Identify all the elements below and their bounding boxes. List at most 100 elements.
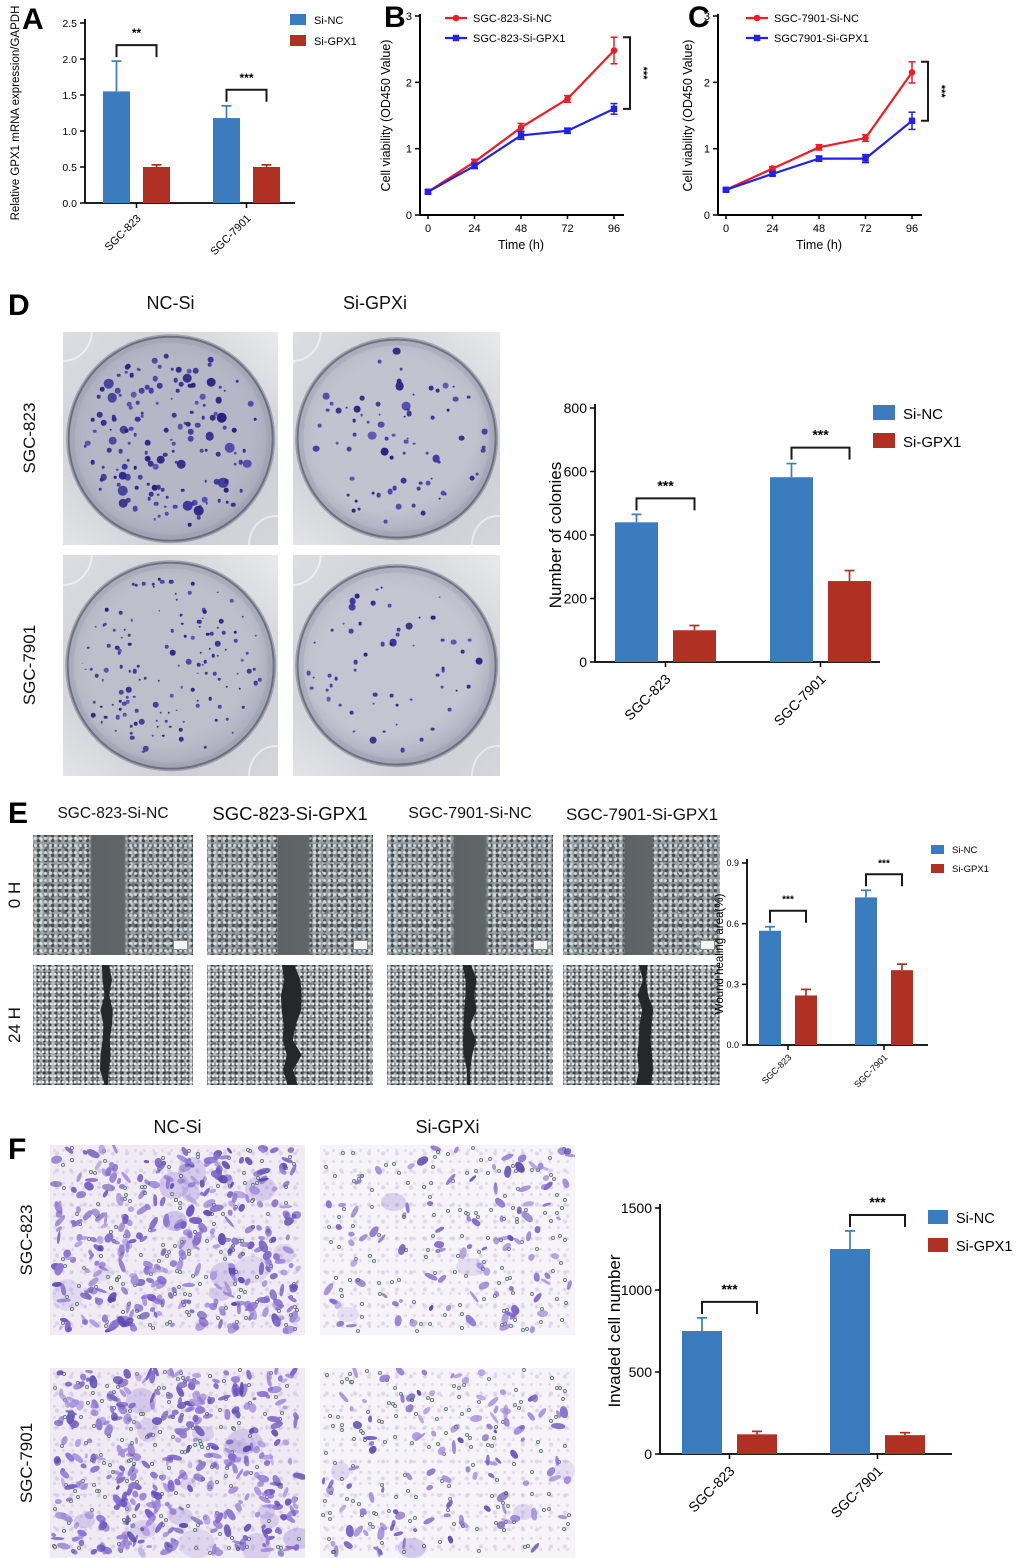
panel-e-bar-chart: 0.0 0.3 0.6 0.9 Wound healing area(%) SGC-823… — [715, 833, 1020, 1120]
svg-text:Time (h): Time (h) — [796, 238, 842, 252]
svg-text:0: 0 — [579, 654, 587, 670]
svg-text:0.9: 0.9 — [726, 858, 739, 868]
panel-f-label: F — [8, 1133, 27, 1166]
svg-text:Relative GPX1 mRNA expression/: Relative GPX1 mRNA expression/GAPDH — [10, 6, 22, 221]
colony-dish-image-sgc823-ncsi — [63, 332, 278, 545]
panel-a-bar-chart: 0.0 0.5 1.0 1.5 2.0 2.5 Relative GPX1 mRNA exp… — [5, 0, 377, 274]
svg-text:2: 2 — [406, 77, 412, 89]
svg-text:SGC-823-Si-NC: SGC-823-Si-NC — [473, 13, 552, 25]
panel-d-label: D — [8, 289, 30, 322]
svg-text:2.0: 2.0 — [62, 54, 77, 66]
svg-text:SGC-823: SGC-823 — [621, 671, 674, 724]
svg-text:48: 48 — [515, 223, 527, 235]
panel-b-label: B — [384, 1, 406, 34]
invasion-image-sgc7901-sigpxi — [320, 1368, 575, 1558]
panel-f-bar-chart: 0 500 1000 1500 Invaded cell number SGC-823 **… — [602, 1190, 1020, 1558]
svg-text:***: *** — [878, 858, 890, 869]
panel-e-row-label-0h: 0 H — [5, 881, 24, 909]
svg-text:0.6: 0.6 — [726, 919, 739, 929]
svg-text:***: *** — [935, 85, 947, 99]
svg-text:1: 1 — [704, 144, 710, 156]
invasion-image-sgc7901-ncsi — [50, 1368, 305, 1558]
wound-image-24h-7901-gpx1 — [563, 965, 720, 1085]
svg-text:***: *** — [239, 71, 253, 85]
svg-text:800: 800 — [564, 400, 588, 416]
panel-f-row-label-sgc823: SGC-823 — [17, 1204, 36, 1276]
panel-e-col-header-3: SGC-7901-Si-NC — [408, 805, 532, 822]
panel-f-col-header-si-gpxi: Si-GPXi — [415, 1117, 480, 1137]
svg-text:600: 600 — [564, 464, 588, 480]
svg-text:Cell viability (OD450 Value): Cell viability (OD450 Value) — [682, 40, 695, 192]
svg-text:24: 24 — [766, 223, 778, 235]
colony-dish-image-sgc7901-ncsi — [63, 555, 278, 776]
svg-text:SGC-823-Si-GPX1: SGC-823-Si-GPX1 — [473, 33, 565, 45]
svg-text:SGC-823: SGC-823 — [760, 1052, 794, 1086]
panel-e-label: E — [8, 797, 29, 830]
panel-e-col-header-1: SGC-823-Si-NC — [57, 805, 169, 822]
svg-text:Wound healing area(%): Wound healing area(%) — [715, 894, 726, 1015]
svg-text:200: 200 — [564, 591, 588, 607]
svg-text:3: 3 — [406, 11, 412, 23]
svg-text:96: 96 — [906, 223, 918, 235]
svg-text:0: 0 — [425, 223, 431, 235]
svg-text:1500: 1500 — [621, 1200, 652, 1216]
svg-text:Si-NC: Si-NC — [952, 845, 977, 856]
panel-e-col-header-2: SGC-823-Si-GPX1 — [212, 803, 368, 824]
panel-c-line-chart: 0 1 2 3 0 24 48 72 96 Time (h) Cell viability (OD4… — [682, 0, 1020, 274]
invasion-image-sgc823-sigpxi — [320, 1145, 575, 1335]
panel-d-col-header-si-gpxi: Si-GPXi — [342, 293, 407, 313]
svg-text:0: 0 — [406, 210, 412, 222]
svg-text:0.0: 0.0 — [726, 1040, 739, 1050]
svg-text:Si-GPX1: Si-GPX1 — [956, 1239, 1012, 1255]
svg-text:1.0: 1.0 — [62, 126, 77, 138]
wound-image-0h-7901-gpx1 — [563, 835, 720, 955]
svg-text:***: *** — [637, 67, 649, 81]
svg-text:72: 72 — [859, 223, 871, 235]
svg-text:SGC-7901: SGC-7901 — [771, 671, 829, 729]
svg-text:***: *** — [721, 1281, 738, 1297]
panel-d-row-label-sgc823: SGC-823 — [20, 402, 39, 474]
svg-text:Si-NC: Si-NC — [956, 1211, 995, 1227]
svg-text:0.3: 0.3 — [726, 980, 739, 990]
panel-a-label: A — [22, 3, 44, 36]
colony-dish-image-sgc7901-sigpxi — [293, 555, 500, 776]
panel-f-row-label-sgc7901: SGC-7901 — [17, 1422, 36, 1504]
svg-text:***: *** — [812, 427, 829, 443]
wound-image-0h-7901-nc — [387, 835, 553, 955]
svg-text:Si-NC: Si-NC — [903, 406, 943, 423]
svg-text:0.5: 0.5 — [62, 162, 77, 174]
panel-d-row-label-sgc7901: SGC-7901 — [20, 624, 39, 706]
svg-text:SGC-7901: SGC-7901 — [852, 1052, 889, 1089]
svg-text:1000: 1000 — [621, 1282, 652, 1298]
svg-text:Cell viability (OD450 Value): Cell viability (OD450 Value) — [379, 40, 393, 192]
svg-text:**: ** — [132, 26, 142, 40]
wound-image-24h-823-nc — [33, 965, 193, 1085]
svg-text:2: 2 — [704, 77, 710, 89]
svg-text:Si-GPX1: Si-GPX1 — [314, 36, 357, 48]
svg-text:0.0: 0.0 — [62, 198, 77, 210]
panel-d-col-header-nc-si: NC-Si — [146, 293, 195, 313]
svg-text:***: *** — [869, 1194, 886, 1210]
svg-text:24: 24 — [468, 223, 480, 235]
svg-text:SGC-7901: SGC-7901 — [828, 1463, 886, 1521]
wound-image-0h-823-nc — [33, 835, 193, 955]
wound-image-24h-823-gpx1 — [207, 965, 373, 1085]
svg-text:400: 400 — [564, 527, 588, 543]
panel-d-bar-chart: 0 200 400 600 800 Number of colonies SGC-823 **… — [545, 385, 1020, 780]
svg-text:SGC-823: SGC-823 — [103, 213, 144, 254]
wound-image-0h-823-gpx1 — [207, 835, 373, 955]
svg-text:3: 3 — [704, 11, 710, 23]
svg-text:72: 72 — [561, 223, 573, 235]
svg-text:SGC-7901: SGC-7901 — [208, 213, 253, 258]
invasion-image-sgc823-ncsi — [50, 1145, 305, 1335]
svg-text:0: 0 — [704, 210, 710, 222]
svg-text:SGC7901-Si-GPX1: SGC7901-Si-GPX1 — [774, 33, 869, 45]
panel-c-label: C — [688, 1, 710, 34]
panel-e-row-label-24h: 24 H — [5, 1007, 24, 1043]
svg-text:1.5: 1.5 — [62, 90, 77, 102]
svg-text:2.5: 2.5 — [62, 18, 77, 30]
svg-text:Si-GPX1: Si-GPX1 — [903, 434, 961, 451]
colony-dish-image-sgc823-sigpxi — [293, 332, 500, 545]
svg-text:Invaded cell number: Invaded cell number — [605, 1254, 624, 1407]
